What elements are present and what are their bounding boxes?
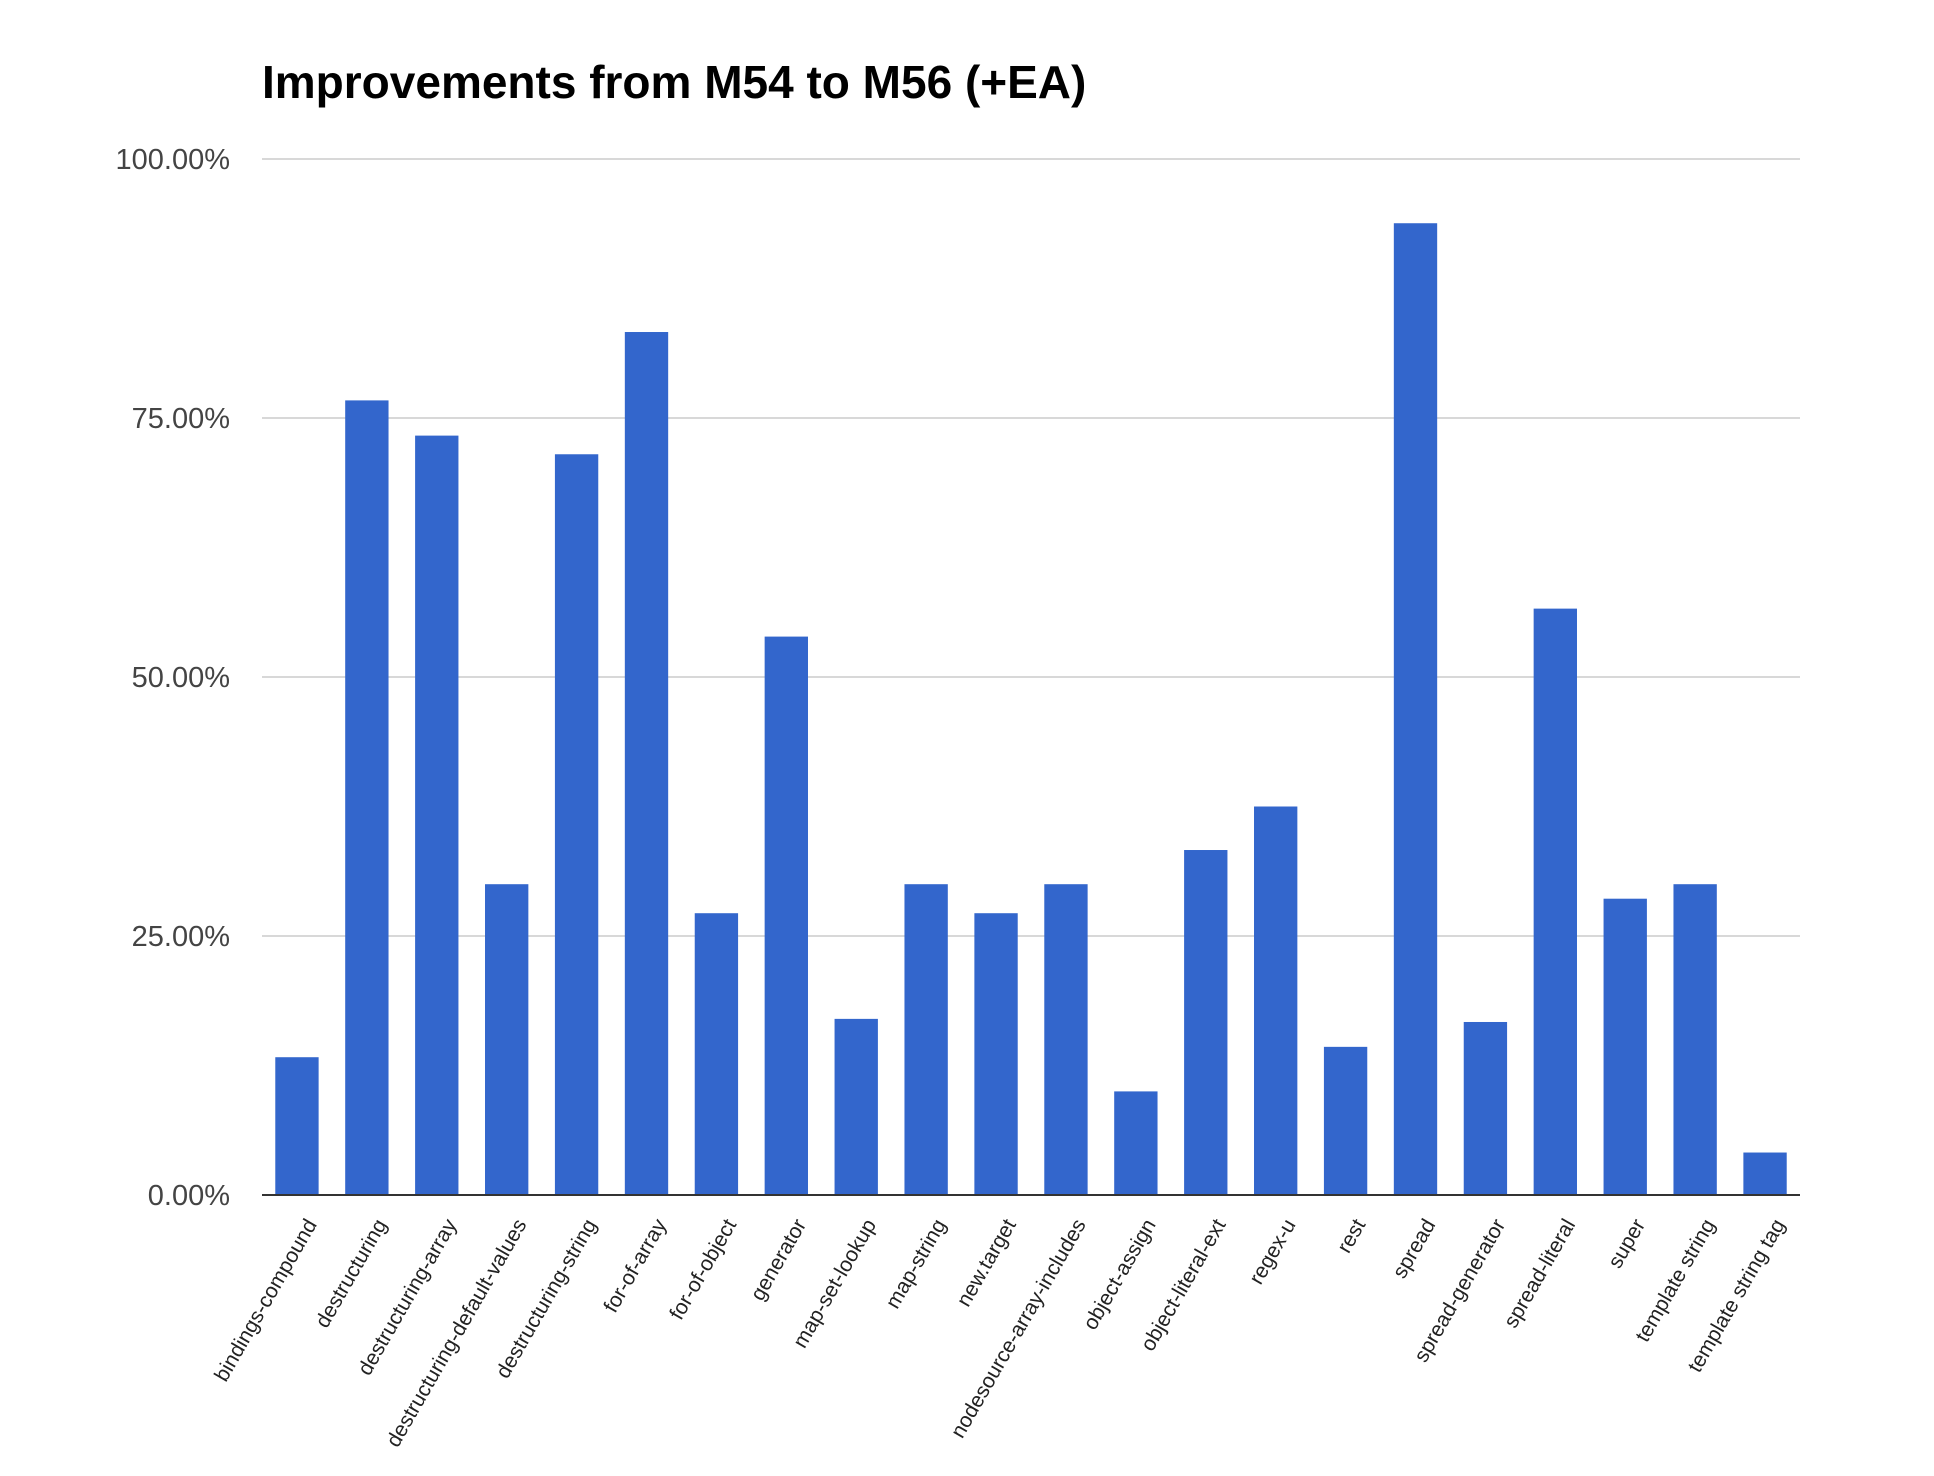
x-axis-labels: bindings-compounddestructuringdestructur…	[210, 1215, 1790, 1451]
bar-new-target	[974, 913, 1018, 1195]
bar-for-of-array	[624, 332, 669, 1196]
bar-template-string-tag	[1743, 1152, 1787, 1195]
bar-destructuring-array	[415, 435, 459, 1195]
x-tick-label: nodesource-array-includes	[947, 1215, 1091, 1442]
bar-bindings-compound	[275, 1057, 319, 1195]
bars	[275, 223, 1787, 1196]
y-tick-label: 75.00%	[132, 403, 230, 435]
bar-spread-generator	[1463, 1021, 1508, 1195]
y-axis-ticks: 0.00% 25.00% 50.00% 75.00% 100.00%	[116, 144, 231, 1212]
bar-map-set-lookup	[834, 1018, 878, 1195]
bar-map-string	[904, 884, 948, 1195]
x-tick-label: super	[1604, 1215, 1650, 1272]
bar-object-assign	[1114, 1091, 1158, 1195]
bar-nodesource-array-includes	[1044, 884, 1088, 1195]
bar-rest	[1323, 1046, 1368, 1195]
x-tick-label: destructuring-default-values	[382, 1215, 531, 1451]
chart-title: Improvements from M54 to M56 (+EA)	[262, 56, 1086, 108]
bar-destructuring-default-values	[485, 884, 529, 1195]
bar-destructuring-string	[554, 454, 599, 1195]
x-tick-label: spread	[1388, 1215, 1440, 1282]
x-tick-label: generator	[746, 1215, 811, 1304]
y-tick-label: 25.00%	[132, 921, 230, 953]
y-tick-label: 0.00%	[148, 1180, 230, 1212]
x-tick-label: map-string	[881, 1215, 951, 1312]
y-tick-label: 50.00%	[132, 662, 230, 694]
bar-generator	[764, 636, 808, 1195]
x-tick-label: spread-literal	[1500, 1215, 1581, 1332]
bar-object-literal-ext	[1184, 850, 1228, 1195]
y-tick-label: 100.00%	[116, 144, 231, 176]
bar-spread	[1393, 223, 1438, 1195]
x-tick-label: regex-u	[1245, 1215, 1301, 1288]
x-tick-label: destructuring	[311, 1215, 392, 1332]
bar-super	[1603, 898, 1647, 1195]
x-tick-label: for-of-object	[665, 1215, 741, 1324]
x-tick-label: rest	[1333, 1215, 1371, 1257]
bar-spread-literal	[1533, 608, 1577, 1195]
x-tick-label: bindings-compound	[210, 1215, 322, 1385]
bar-destructuring	[345, 400, 389, 1195]
x-tick-label: for-of-array	[599, 1215, 671, 1317]
bar-for-of-object	[694, 913, 739, 1195]
x-tick-label: object-assign	[1079, 1215, 1161, 1334]
bar-template-string	[1673, 884, 1717, 1195]
x-tick-label: new.target	[952, 1215, 1020, 1311]
bar-regex-u	[1254, 806, 1298, 1195]
